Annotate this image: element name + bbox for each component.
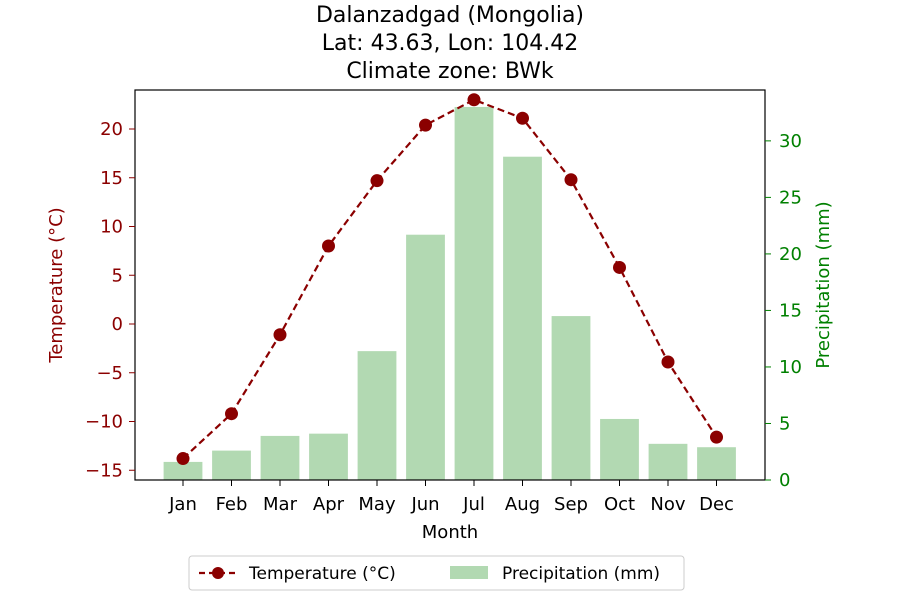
title-line-2: Lat: 43.63, Lon: 104.42	[322, 31, 578, 56]
right-tick-label: 0	[779, 470, 790, 491]
right-tick-label: 25	[779, 187, 802, 208]
temperature-point-may	[370, 174, 384, 188]
precipitation-bar-aug	[503, 156, 542, 480]
right-tick-label: 10	[779, 357, 802, 378]
x-tick-label: Oct	[604, 494, 635, 515]
x-tick-label: Jun	[410, 494, 439, 515]
x-tick-label: May	[358, 494, 396, 515]
plot-frame	[134, 89, 766, 481]
left-tick-label: −10	[85, 412, 123, 433]
left-tick-label: 10	[100, 217, 123, 238]
left-tick-label: 20	[100, 119, 123, 140]
legend: Temperature (°C) Precipitation (mm)	[188, 555, 685, 591]
temperature-point-nov	[661, 355, 675, 369]
right-axis-label: Precipitation (mm)	[813, 201, 834, 368]
temperature-point-aug	[516, 111, 529, 125]
x-axis-label: Month	[422, 522, 478, 543]
right-tick-label: 20	[779, 244, 802, 265]
title-line-1: Dalanzadgad (Mongolia)	[316, 3, 584, 28]
temperature-point-apr	[322, 239, 335, 253]
title-line-3: Climate zone: BWk	[346, 59, 554, 84]
legend-temperature-label: Temperature (°C)	[248, 564, 396, 584]
temperature-point-sep	[564, 173, 578, 187]
temperature-point-mar	[273, 328, 287, 342]
temperature-line	[176, 93, 723, 466]
precipitation-bar-oct	[600, 418, 639, 480]
precipitation-bars	[163, 106, 736, 481]
x-tick-label: Apr	[313, 494, 345, 515]
left-tick-label: 0	[112, 314, 123, 335]
left-tick-label: −15	[85, 460, 123, 481]
left-tick-label: 5	[112, 265, 123, 286]
precipitation-bar-mar	[260, 435, 300, 480]
right-tick-label: 5	[779, 413, 790, 434]
x-tick-label: Aug	[505, 494, 540, 515]
left-axis-label: Temperature (°C)	[46, 207, 67, 363]
temperature-point-jun	[419, 118, 432, 132]
precipitation-bar-may	[357, 351, 397, 480]
chart-title: Dalanzadgad (Mongolia) Lat: 43.63, Lon: …	[316, 3, 584, 84]
left-tick-label: −5	[96, 363, 123, 384]
legend-temperature-swatch-marker	[212, 567, 224, 579]
right-axis-ticks: 0 5 10 15 20 25 30	[765, 131, 802, 491]
x-tick-label: Jul	[462, 494, 485, 515]
x-tick-label: Dec	[699, 494, 734, 515]
temperature-point-oct	[613, 260, 626, 274]
x-tick-label: Jan	[168, 494, 197, 515]
x-tick-label: Mar	[263, 494, 298, 515]
x-axis-ticks: Jan Feb Mar Apr May Jun Jul Aug Sep Oct Nov Dec	[168, 480, 734, 515]
precipitation-bar-feb	[212, 450, 251, 480]
left-tick-label: 15	[100, 168, 123, 189]
precipitation-bar-sep	[551, 316, 591, 480]
x-tick-label: Feb	[216, 494, 248, 515]
precipitation-bar-dec	[697, 447, 736, 480]
precipitation-bar-jun	[406, 234, 445, 480]
temperature-line-path	[182, 98, 718, 460]
temperature-point-jan	[176, 452, 190, 466]
legend-box	[188, 555, 685, 591]
legend-precipitation-swatch	[450, 566, 488, 579]
precipitation-bar-jul	[454, 106, 494, 481]
right-tick-label: 15	[779, 300, 802, 321]
x-tick-label: Nov	[650, 494, 685, 515]
legend-precipitation-label: Precipitation (mm)	[502, 564, 660, 584]
temperature-point-dec	[710, 430, 723, 444]
temperature-point-jul	[467, 93, 481, 107]
precipitation-bar-apr	[309, 433, 348, 480]
x-tick-label: Sep	[554, 494, 588, 515]
right-tick-label: 30	[779, 131, 802, 152]
temperature-point-feb	[225, 407, 238, 421]
left-axis-ticks: −15 −10 −5 0 5 10 15 20	[85, 119, 135, 481]
precipitation-bar-jan	[163, 461, 203, 480]
precipitation-bar-nov	[648, 443, 688, 480]
